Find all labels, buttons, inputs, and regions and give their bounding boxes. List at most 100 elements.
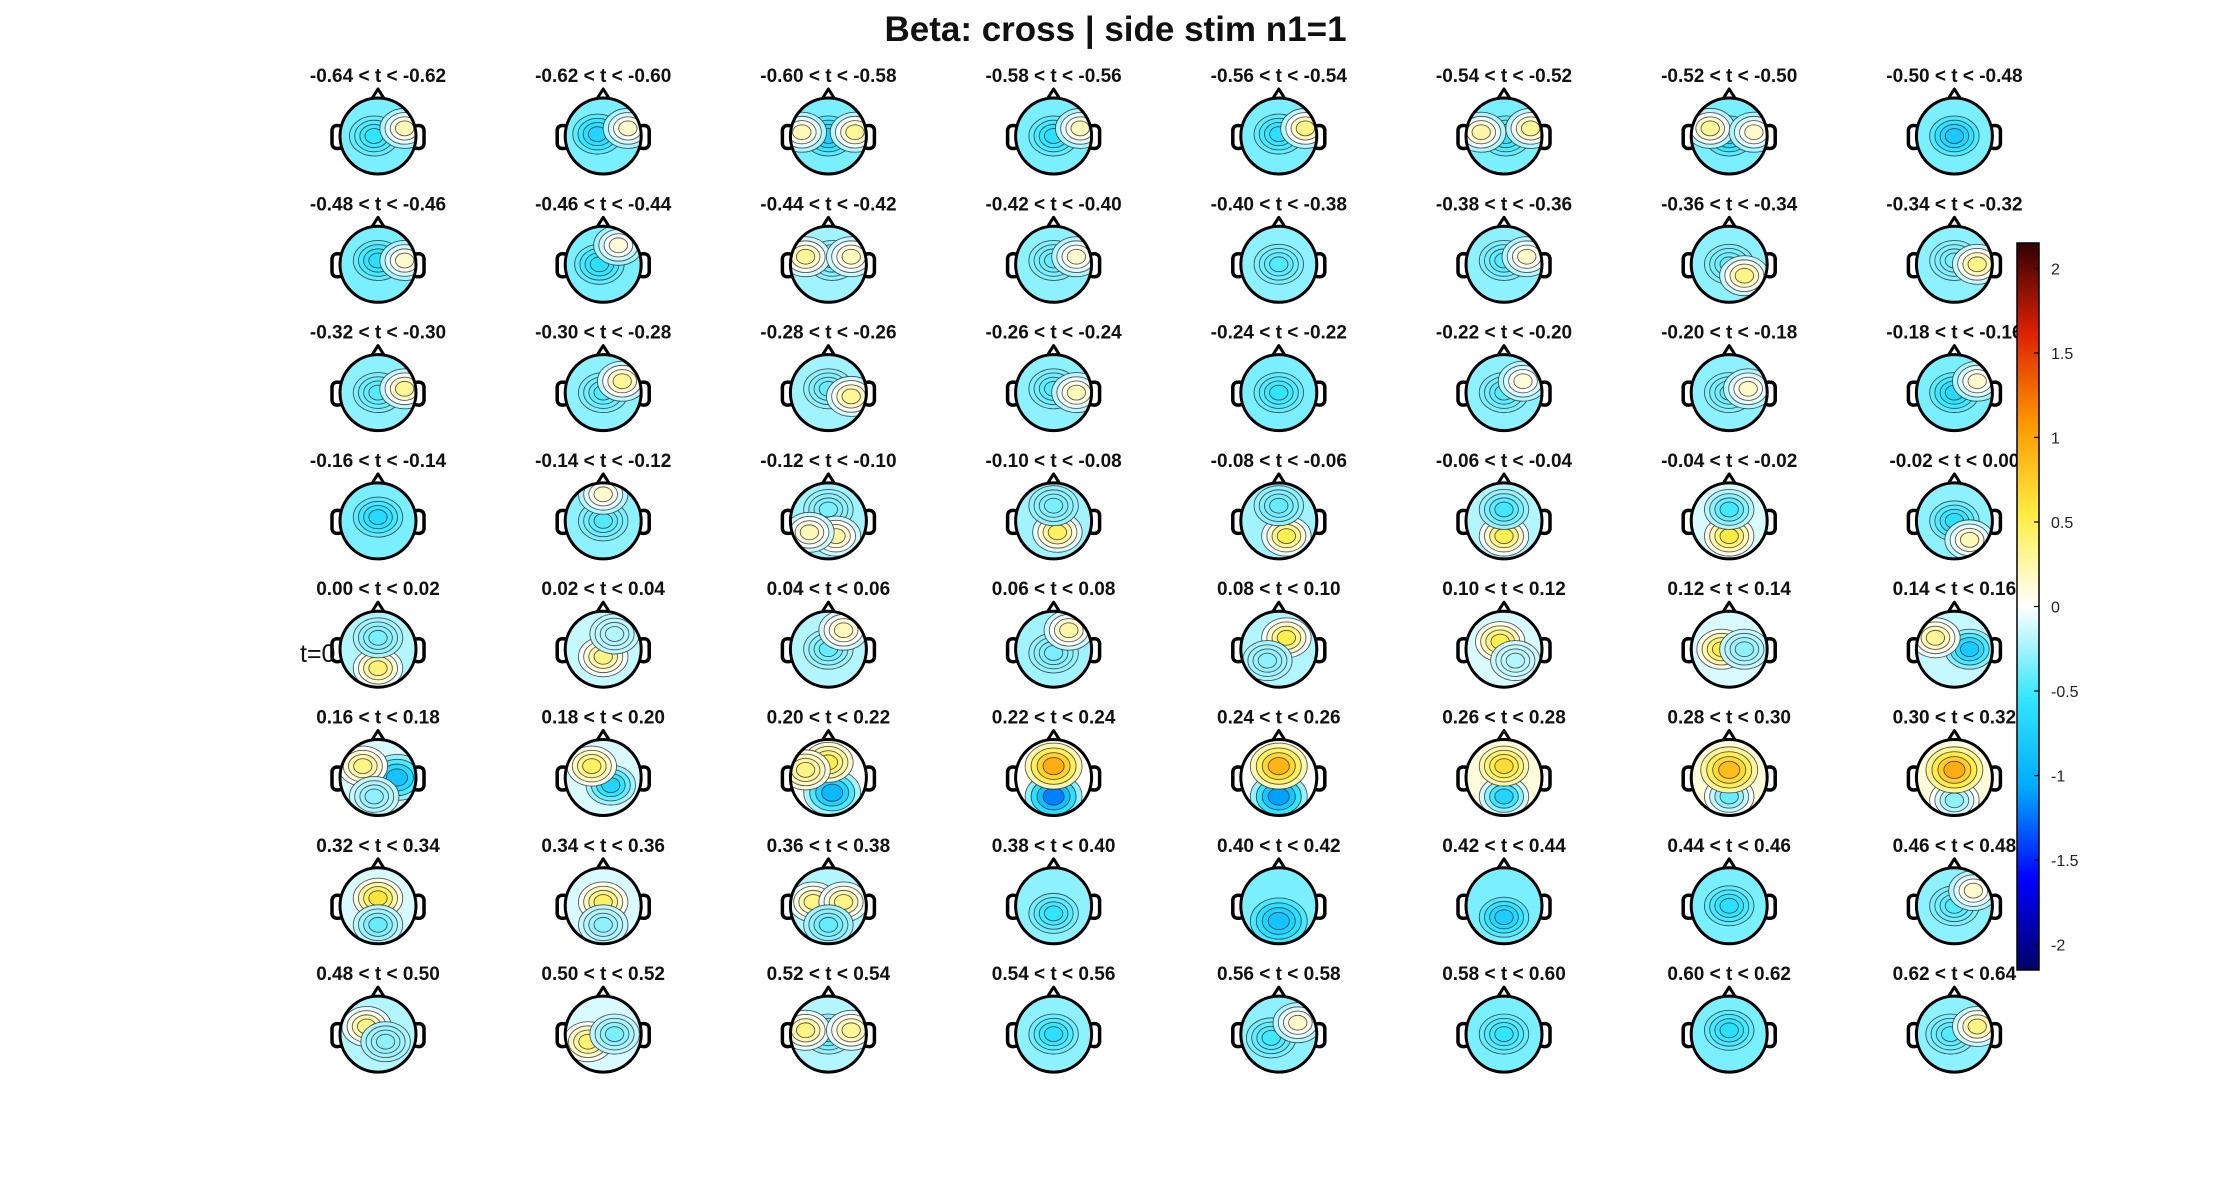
left-ear [330,765,342,792]
right-ear [1990,123,2003,151]
scalp-map [790,226,867,303]
left-ear [330,636,342,664]
time-window-label: 0.32 < t < 0.34 [316,836,440,857]
topoplot: 0.44 < t < 0.46 [1667,836,1791,946]
colorbar-tick-label: 2 [2051,261,2060,278]
scalp-map [340,996,416,1073]
time-window-label: -0.12 < t < -0.10 [760,451,896,472]
left-ear [1906,508,1918,536]
head-outline [1914,353,1994,433]
left-ear [1456,508,1468,536]
head-outline [1239,609,1319,689]
right-ear [1990,893,2003,921]
topoplot: -0.62 < t < -0.60 [535,66,671,176]
time-window-label: -0.28 < t < -0.26 [760,323,896,344]
scalp-map [1240,226,1317,303]
left-ear [555,508,567,536]
head-outline [1914,481,1994,561]
left-ear [1005,252,1018,279]
left-ear [1906,1021,1918,1049]
right-ear [1315,636,1327,664]
head-outline [338,96,418,176]
time-window-label: -0.24 < t < -0.22 [1211,323,1347,344]
head-outline [1014,609,1094,689]
right-ear [1090,123,1102,151]
head-outline [1464,224,1544,304]
topoplot: 0.50 < t < 0.52 [541,964,665,1074]
head-outline [788,481,868,561]
scalp-map [1015,226,1092,303]
head-outline [338,866,418,946]
time-window-label: 0.62 < t < 0.64 [1893,964,2017,985]
time-window-label: -0.20 < t < -0.18 [1661,323,1797,344]
time-window-label: 0.60 < t < 0.62 [1667,964,1791,985]
topoplot: 0.28 < t < 0.30 [1667,708,1791,817]
topoplot: 0.24 < t < 0.26 [1217,708,1341,817]
head-outline [1689,994,1769,1074]
topoplot: 0.18 < t < 0.20 [541,708,665,817]
scalp-map [1015,611,1092,688]
right-ear [1315,123,1327,151]
time-window-label: -0.08 < t < -0.06 [1211,451,1347,472]
head-outline [1689,738,1769,817]
scalp-map [565,867,642,944]
topoplot: 0.04 < t < 0.06 [767,579,890,689]
time-window-label: -0.48 < t < -0.46 [310,194,446,215]
scalp-map [1916,739,1993,816]
scalp-map [790,611,867,688]
topoplot: -0.38 < t < -0.36 [1436,194,1572,304]
head-outline [338,609,418,689]
scalp-map [790,98,867,174]
scalp-map [1015,996,1092,1073]
time-window-label: 0.12 < t < 0.14 [1667,579,1791,600]
left-ear [1456,893,1468,921]
head-outline [1689,866,1769,946]
time-window-label: -0.62 < t < -0.60 [535,66,671,87]
right-ear [414,765,426,792]
topoplot: -0.30 < t < -0.28 [535,323,671,433]
topoplot: 0.40 < t < 0.42 [1217,836,1341,946]
head-outline [338,353,418,433]
head-outline [1014,481,1094,561]
time-window-label: 0.52 < t < 0.54 [767,964,891,985]
topoplot: -0.08 < t < -0.06 [1211,451,1347,561]
left-ear [1456,252,1468,279]
topoplot: -0.46 < t < -0.44 [535,194,672,304]
topoplot: 0.52 < t < 0.54 [767,964,891,1074]
head-outline [563,738,643,817]
right-ear [414,380,426,407]
topoplot: 0.54 < t < 0.56 [992,964,1115,1074]
scalp-map [1466,611,1542,688]
left-ear [555,765,567,792]
colorbar-tick-label: -1.5 [2051,853,2079,870]
scalp-map [1240,98,1317,174]
left-ear [555,380,567,407]
scalp-map [1466,996,1542,1073]
head-outline [1464,994,1544,1074]
topoplot: -0.06 < t < -0.04 [1436,451,1573,561]
time-window-label: 0.46 < t < 0.48 [1893,836,2017,857]
right-ear [1990,508,2003,536]
topoplot: -0.04 < t < -0.02 [1661,451,1797,561]
topoplot: -0.14 < t < -0.12 [535,451,671,561]
head-outline [1464,353,1544,433]
left-ear [330,380,342,407]
topoplot: 0.36 < t < 0.38 [767,836,890,946]
scalp-map [340,226,416,303]
head-outline [1914,609,1994,689]
right-ear [1990,380,2003,407]
left-ear [1005,380,1018,407]
left-ear [780,893,792,921]
right-ear [1090,893,1102,921]
scalp-map [790,867,867,944]
topoplot: 0.46 < t < 0.48 [1893,836,2017,946]
right-ear [414,1021,426,1049]
head-outline [788,609,868,689]
left-ear [1681,1021,1693,1049]
left-ear [1231,765,1243,792]
time-window-label: 0.18 < t < 0.20 [541,708,665,729]
time-window-label: -0.36 < t < -0.34 [1661,194,1798,215]
time-window-label: 0.48 < t < 0.50 [316,964,440,985]
time-window-label: 0.44 < t < 0.46 [1667,836,1791,857]
scalp-map [1691,611,1768,688]
